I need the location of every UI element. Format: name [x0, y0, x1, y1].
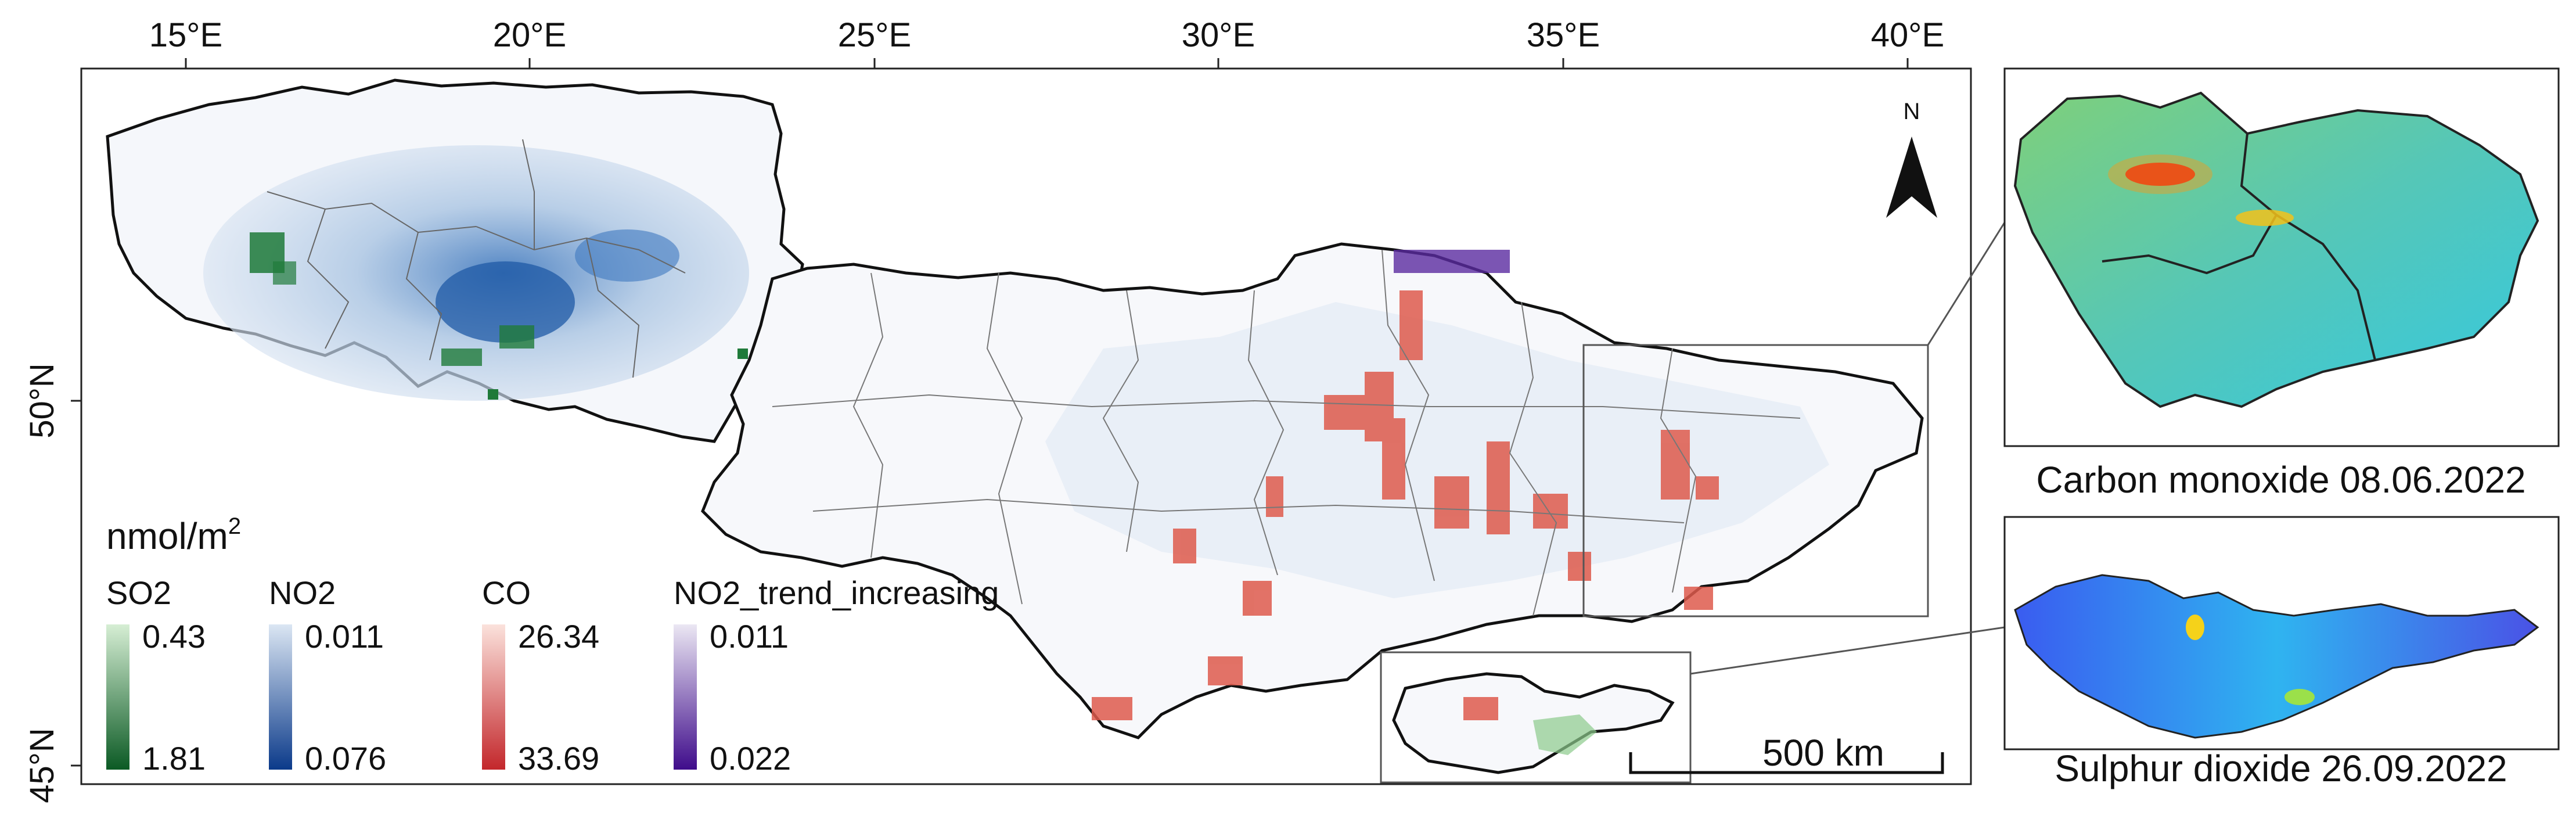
leader-line-so2: [1690, 626, 2005, 675]
lat-label-45: 45°N: [23, 728, 61, 803]
legend-no2-title: NO2: [269, 574, 336, 611]
leader-line-co: [1927, 222, 2006, 346]
legend-no2-trend-ramp: [674, 624, 697, 770]
crimea-so2-area: [1533, 714, 1597, 755]
poland-admin-boundaries: [267, 139, 686, 378]
inset-sulphur-dioxide: [2003, 516, 2560, 750]
ukraine-no2-field: [1045, 302, 1829, 598]
inset-co-hotspot-halo: [2108, 155, 2212, 194]
legend-co-top: 26.34: [518, 618, 599, 655]
so2-hotspots: [250, 232, 748, 400]
north-arrow-label: N: [1904, 99, 1920, 124]
legend-no2-trend: NO2_trend_increasing 0.011 0.022: [674, 574, 999, 777]
lon-label-20: 20°E: [493, 16, 566, 54]
legend-unit: nmol/m2: [106, 513, 241, 557]
legend-co-title: CO: [482, 574, 531, 611]
legend-no2: NO2 0.011 0.076: [269, 574, 386, 777]
lat-label-50: 50°N: [23, 363, 61, 439]
north-arrow-icon: [1886, 136, 1937, 218]
legend: nmol/m2 SO2 0.43 1.81 NO2 0.011 0.076 CO…: [106, 513, 999, 777]
inset-so2-crimea-map: [2014, 574, 2539, 739]
longitude-ticks: [185, 58, 1909, 69]
co-hotspots: [1092, 290, 1719, 720]
poland-no2-core-2: [575, 229, 679, 282]
legend-so2-title: SO2: [106, 574, 171, 611]
longitude-labels: 15°E 20°E 25°E 30°E 35°E 40°E: [149, 16, 1944, 54]
inset-so2-hotspot: [2186, 615, 2204, 640]
no2-trend-area: [1394, 250, 1510, 273]
legend-no2-ramp: [269, 624, 292, 770]
latitude-ticks: [71, 400, 81, 767]
lon-label-25: 25°E: [838, 16, 911, 54]
inset-so2-caption: Sulphur dioxide 26.09.2022: [2055, 748, 2507, 789]
ukraine-admin-boundaries: [772, 249, 1801, 616]
scale-bar-line: [1629, 752, 1944, 774]
scale-bar-label: 500 km: [1762, 732, 1884, 774]
lon-label-30: 30°E: [1182, 16, 1255, 54]
main-map: 15°E 20°E 25°E 30°E 35°E 40°E 50°N 45°N: [23, 16, 1972, 803]
scale-bar: 500 km: [1629, 732, 1944, 774]
poland-no2-core: [436, 261, 575, 343]
legend-co-bottom: 33.69: [518, 740, 599, 777]
legend-so2: SO2 0.43 1.81: [106, 574, 206, 777]
lon-label-40: 40°E: [1871, 16, 1944, 54]
legend-co: CO 26.34 33.69: [482, 574, 599, 777]
legend-unit-superscript: 2: [228, 513, 241, 539]
north-arrow: N: [1886, 99, 1937, 218]
legend-so2-top: 0.43: [142, 618, 206, 655]
inset-carbon-monoxide: [2003, 67, 2560, 447]
inset-co-inner-boundary: [2102, 133, 2376, 361]
poland-region: [106, 78, 812, 443]
legend-no2-trend-bottom: 0.022: [710, 740, 791, 777]
inset-co-hotspot-2: [2236, 210, 2294, 226]
legend-no2-trend-top: 0.011: [710, 618, 789, 655]
lon-label-15: 15°E: [149, 16, 222, 54]
legend-no2-bottom: 0.076: [305, 740, 386, 777]
legend-so2-ramp: [106, 624, 129, 770]
legend-no2-top: 0.011: [305, 618, 384, 655]
ukraine-region: [701, 242, 1924, 774]
legend-so2-bottom: 1.81: [142, 740, 206, 777]
lon-label-35: 35°E: [1527, 16, 1600, 54]
crimea-indicator-box: [1380, 651, 1692, 784]
donbas-indicator-box: [1582, 344, 1929, 617]
inset-so2-hotspot-2: [2284, 689, 2315, 705]
inset-co-caption: Carbon monoxide 08.06.2022: [2036, 459, 2525, 501]
legend-no2-trend-title: NO2_trend_increasing: [674, 574, 999, 611]
inset-co-hotspot: [2125, 163, 2195, 186]
legend-co-ramp: [482, 624, 505, 770]
